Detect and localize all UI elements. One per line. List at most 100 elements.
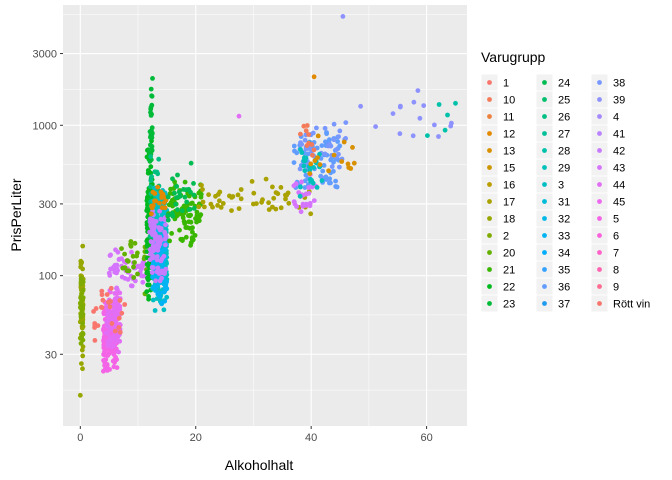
data-point — [79, 347, 85, 353]
data-point — [149, 131, 155, 137]
data-point — [150, 297, 156, 303]
data-point — [157, 200, 162, 206]
data-point — [336, 134, 341, 140]
data-point — [163, 222, 168, 228]
legend-key-dot — [487, 131, 492, 136]
legend-label: 25 — [558, 95, 570, 107]
data-point — [112, 291, 118, 296]
legend-key-dot — [487, 301, 492, 306]
data-point — [206, 192, 212, 198]
data-point — [148, 164, 154, 170]
data-point — [188, 160, 194, 166]
data-point — [302, 185, 308, 190]
data-point — [159, 256, 165, 262]
legend-key-dot — [487, 165, 492, 170]
data-point — [131, 264, 136, 270]
data-point — [117, 304, 123, 309]
data-point — [132, 260, 137, 265]
legend-label: 21 — [503, 265, 515, 277]
data-point — [158, 216, 164, 222]
data-point — [321, 163, 327, 168]
data-point — [334, 184, 340, 190]
data-point — [304, 201, 309, 207]
data-point — [155, 171, 161, 177]
data-point — [266, 200, 271, 206]
data-point — [146, 294, 152, 299]
data-point — [229, 195, 235, 200]
data-point — [131, 275, 137, 280]
data-point — [144, 289, 150, 295]
data-point — [150, 189, 156, 195]
data-point — [340, 14, 346, 19]
legend-key-dot — [487, 114, 492, 119]
data-point — [111, 264, 116, 270]
data-point — [218, 205, 224, 210]
data-point — [200, 187, 205, 192]
data-point — [125, 258, 131, 264]
data-point — [165, 194, 171, 200]
data-point — [144, 154, 150, 160]
data-point — [215, 203, 221, 208]
data-point — [111, 364, 117, 370]
data-point — [315, 133, 321, 139]
data-point — [149, 174, 155, 180]
legend-key-dot — [542, 148, 547, 153]
data-point — [117, 329, 123, 335]
data-point — [108, 348, 114, 353]
data-point — [326, 168, 331, 174]
data-point — [80, 243, 86, 249]
data-point — [339, 159, 345, 164]
data-point — [78, 341, 84, 346]
data-point — [176, 194, 182, 200]
data-point — [165, 212, 171, 218]
data-point — [80, 330, 85, 336]
legend-label: 27 — [558, 129, 570, 141]
legend-label: 43 — [613, 163, 625, 175]
data-point — [162, 205, 168, 211]
data-point — [155, 243, 161, 248]
data-point — [432, 122, 437, 128]
data-point — [148, 154, 154, 160]
data-point — [199, 182, 204, 188]
x-tick-label: 0 — [77, 432, 83, 444]
data-point — [194, 219, 200, 225]
data-point — [266, 207, 272, 213]
legend-label: 31 — [558, 197, 570, 209]
data-point — [311, 74, 317, 80]
data-point — [308, 161, 314, 167]
data-point — [80, 366, 85, 372]
data-point — [111, 310, 117, 316]
data-point — [167, 238, 173, 244]
data-point — [181, 203, 187, 209]
data-point — [146, 282, 151, 288]
data-point — [331, 152, 337, 158]
data-point — [119, 246, 124, 252]
legend-label: 37 — [558, 299, 570, 311]
data-point — [149, 102, 155, 108]
data-point — [92, 338, 98, 343]
data-point — [78, 300, 84, 306]
data-point — [102, 348, 108, 354]
data-point — [117, 338, 123, 344]
data-point — [417, 115, 423, 121]
legend-label: 1 — [503, 78, 509, 90]
data-point — [331, 121, 337, 127]
data-point — [77, 392, 83, 398]
data-point — [155, 184, 161, 190]
legend-label: 29 — [558, 163, 570, 175]
legend-key-dot — [542, 233, 547, 238]
data-point — [130, 253, 136, 259]
data-point — [152, 308, 158, 313]
data-point — [331, 137, 337, 143]
legend-key-dot — [487, 199, 492, 204]
y-axis-title: PrisPerLiter — [8, 178, 24, 251]
y-tick-label: 30 — [45, 349, 57, 361]
legend-key-dot — [542, 284, 547, 289]
data-point — [151, 220, 157, 226]
data-point — [410, 133, 416, 139]
data-point — [80, 321, 85, 326]
data-point — [175, 172, 180, 178]
data-point — [166, 202, 172, 208]
data-point — [188, 212, 194, 218]
grid-lines — [63, 5, 467, 426]
